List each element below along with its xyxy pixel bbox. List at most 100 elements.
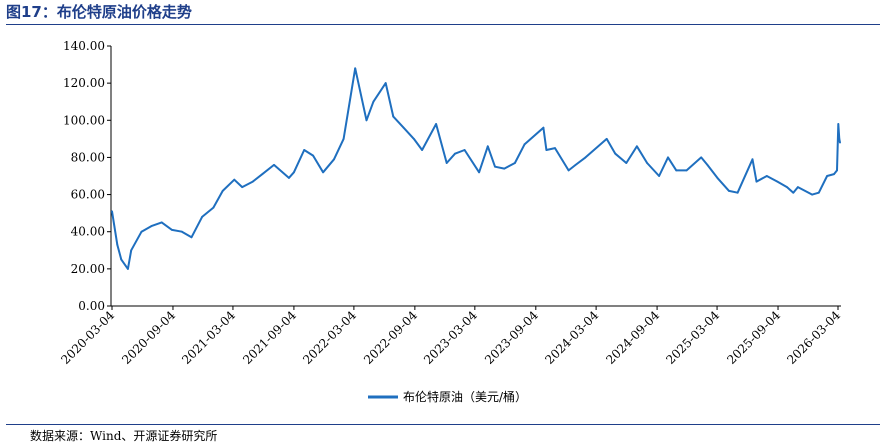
x-tick-label: 2025-09-04 <box>724 308 783 367</box>
data-point <box>811 193 814 196</box>
x-tick-label: 2023-09-04 <box>482 308 541 367</box>
x-tick-label: 2024-03-04 <box>542 308 601 367</box>
data-point <box>716 177 719 179</box>
data-point <box>658 175 660 177</box>
y-tick-label: 40.00 <box>71 225 105 239</box>
data-point <box>273 164 275 166</box>
data-point <box>646 162 648 164</box>
data-point <box>303 149 306 151</box>
data-point <box>494 165 496 168</box>
legend: 布伦特原油（美元/桶） <box>368 389 527 404</box>
legend-label: 布伦特原油（美元/桶） <box>403 389 527 404</box>
data-point <box>116 243 119 246</box>
x-tick-label: 2025-03-04 <box>663 308 722 367</box>
data-point <box>342 138 345 140</box>
data-point <box>833 173 835 176</box>
x-axis: 2020-03-04 2020-09-04 2021-03-04 2021-09-04… <box>58 305 843 367</box>
data-point <box>435 123 437 125</box>
data-point <box>201 216 204 218</box>
data-point <box>685 169 688 172</box>
data-point <box>706 164 709 166</box>
data-point <box>728 190 730 192</box>
data-point <box>786 186 788 189</box>
data-point <box>545 149 548 151</box>
data-point <box>413 138 415 140</box>
data-point <box>486 145 489 148</box>
figure-title: 图17：布伦特原油价格走势 <box>6 3 192 21</box>
data-point <box>322 171 324 174</box>
x-tick-label: 2026-03-04 <box>784 308 843 367</box>
data-point <box>700 156 703 159</box>
line-chart: 0.00 20.00 40.00 60.00 80.00 100.00 120.00 140.… <box>58 39 843 404</box>
data-point <box>605 138 608 140</box>
data-point <box>312 154 314 157</box>
data-point <box>839 141 841 144</box>
source-note: 数据来源：Wind、开源证券研究所 <box>30 429 218 443</box>
data-point <box>354 67 357 70</box>
data-point <box>171 229 173 231</box>
data-point <box>765 175 768 177</box>
data-point <box>241 186 244 189</box>
data-point <box>261 173 264 176</box>
data-point <box>542 126 545 129</box>
data-point <box>120 258 123 261</box>
data-point <box>384 82 387 84</box>
title-divider <box>6 24 880 25</box>
data-point <box>190 236 193 239</box>
data-point <box>478 171 480 174</box>
data-point <box>514 162 516 164</box>
data-point <box>584 156 587 159</box>
data-point <box>111 210 113 213</box>
data-point <box>150 225 153 228</box>
data-point <box>392 115 395 118</box>
x-tick-label: 2021-03-04 <box>179 308 238 367</box>
data-point <box>160 221 163 224</box>
data-point <box>554 147 556 150</box>
data-point <box>736 191 739 194</box>
data-point <box>755 180 758 183</box>
series-layer <box>111 67 841 270</box>
y-tick-label: 0.00 <box>78 299 105 313</box>
data-point <box>288 177 290 179</box>
data-point <box>523 143 526 146</box>
data-point <box>251 180 254 183</box>
data-point <box>636 145 638 148</box>
data-point <box>333 158 335 161</box>
data-point <box>838 138 841 140</box>
data-point <box>574 164 577 166</box>
data-point <box>233 178 236 181</box>
data-point <box>445 162 448 164</box>
data-point <box>503 167 506 170</box>
y-tick-label: 20.00 <box>71 262 105 276</box>
data-point <box>625 162 628 164</box>
data-point <box>421 149 423 151</box>
x-tick-label: 2020-03-04 <box>58 308 117 367</box>
y-axis: 0.00 20.00 40.00 60.00 80.00 100.00 120.00 140.… <box>63 39 112 313</box>
data-point <box>181 230 183 233</box>
data-point <box>826 175 828 177</box>
data-point <box>221 190 224 192</box>
footer-divider <box>6 424 880 425</box>
data-point <box>837 123 840 125</box>
data-point <box>667 156 669 159</box>
data-point <box>212 206 215 209</box>
x-tick-label: 2022-03-04 <box>300 308 359 367</box>
y-tick-label: 60.00 <box>71 188 105 202</box>
y-tick-label: 100.00 <box>63 113 105 127</box>
x-tick-label: 2023-03-04 <box>421 308 480 367</box>
data-point <box>463 149 466 151</box>
data-point <box>365 119 368 122</box>
data-point <box>792 191 795 194</box>
x-tick-label: 2020-09-04 <box>119 308 178 367</box>
data-point <box>614 152 617 155</box>
data-point <box>293 171 295 174</box>
data-point <box>372 100 375 103</box>
x-tick-label: 2024-09-04 <box>603 308 662 367</box>
data-point <box>402 126 405 129</box>
x-tick-label: 2022-09-04 <box>361 308 420 367</box>
data-point <box>567 169 570 172</box>
data-point <box>454 152 456 155</box>
series-line-brent <box>111 67 841 270</box>
data-point <box>140 230 143 233</box>
y-tick-label: 140.00 <box>63 39 105 53</box>
